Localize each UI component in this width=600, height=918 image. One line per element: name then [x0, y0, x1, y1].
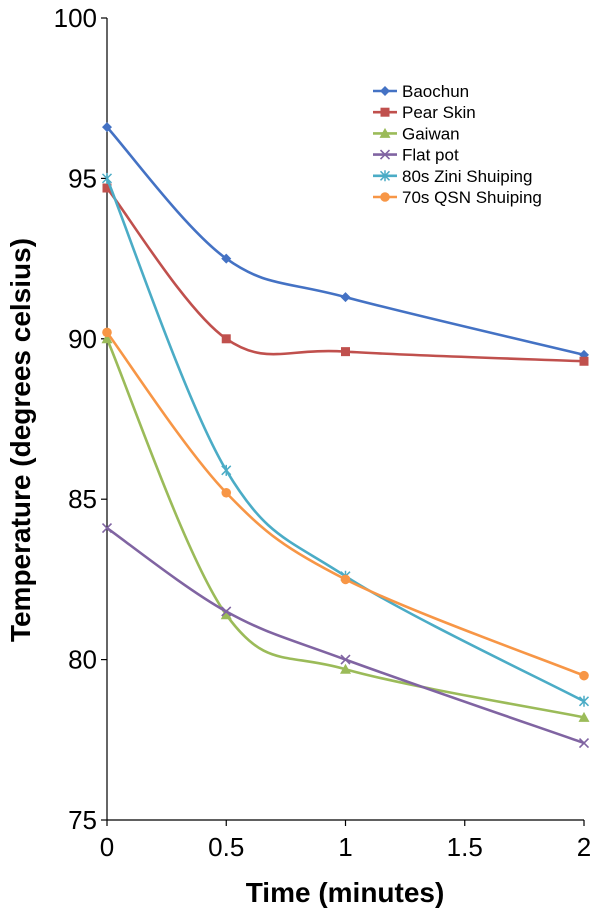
- data-point: [221, 487, 232, 498]
- y-tick-label: 80: [68, 645, 97, 675]
- x-tick-label: 1.5: [447, 832, 483, 862]
- y-tick-label: 95: [68, 163, 97, 193]
- y-tick-label: 75: [68, 805, 97, 835]
- data-point: [102, 122, 112, 133]
- legend-label: Gaiwan: [402, 124, 460, 143]
- data-point: [340, 574, 351, 585]
- series-70s-qsn-shuiping: [102, 327, 589, 681]
- legend: Baochun Pear Skin Gaiwan Flat pot 80s Zini S…: [373, 82, 542, 207]
- series-80s-zini-shuiping: [101, 172, 590, 707]
- data-point: [101, 172, 113, 184]
- legend-label: 70s QSN Shuiping: [402, 188, 542, 207]
- data-point: [221, 334, 231, 344]
- legend-label: Pear Skin: [402, 103, 476, 122]
- legend-item: Gaiwan: [373, 124, 460, 143]
- series-gaiwan: [101, 333, 590, 722]
- x-axis-ticks: 0 0.5 1 1.5 2: [100, 820, 591, 862]
- y-axis-title: Temperature (degrees celsius): [5, 238, 36, 642]
- data-point: [340, 663, 351, 674]
- series-line: [105, 331, 585, 677]
- legend-marker: [380, 192, 390, 202]
- legend-item: Baochun: [373, 82, 469, 101]
- data-point: [341, 347, 350, 357]
- legend-label: Baochun: [402, 82, 469, 101]
- data-point: [101, 523, 113, 534]
- legend-marker: [379, 149, 391, 160]
- legend-marker: [379, 127, 391, 138]
- data-point: [579, 356, 589, 366]
- x-tick-label: 0.5: [208, 832, 244, 862]
- x-tick-label: 1: [338, 832, 352, 862]
- legend-item: 80s Zini Shuiping: [373, 167, 532, 186]
- data-point: [221, 606, 232, 617]
- data-point: [220, 609, 232, 620]
- data-point: [579, 670, 589, 681]
- data-point: [221, 464, 232, 476]
- series-line: [106, 126, 585, 357]
- data-point: [102, 183, 112, 193]
- series-line: [105, 177, 585, 703]
- series-line: [106, 527, 585, 745]
- series-layer: [101, 122, 590, 749]
- legend-item: Pear Skin: [373, 103, 476, 122]
- x-tick-label: 0: [100, 832, 114, 862]
- series-flat-pot: [101, 523, 590, 749]
- data-point: [578, 737, 590, 749]
- data-point: [101, 333, 113, 344]
- y-axis-ticks: 75 80 85 90 95 100: [54, 3, 107, 835]
- legend-item: Flat pot: [373, 146, 459, 165]
- series-pear-skin: [102, 183, 589, 366]
- legend-marker: [380, 107, 390, 117]
- legend-label: 80s Zini Shuiping: [402, 167, 532, 186]
- y-tick-label: 100: [54, 3, 97, 33]
- data-point: [578, 695, 590, 707]
- series-line: [105, 187, 585, 363]
- legend-marker: [380, 86, 390, 96]
- y-tick-label: 85: [68, 484, 97, 514]
- data-point: [102, 327, 112, 338]
- axes: [106, 18, 584, 821]
- data-point: [340, 292, 351, 303]
- data-point: [221, 253, 232, 264]
- x-axis-title: Time (minutes): [246, 877, 445, 908]
- data-point: [578, 711, 590, 722]
- x-tick-label: 2: [577, 832, 591, 862]
- data-point: [340, 654, 351, 665]
- legend-marker: [379, 170, 391, 182]
- legend-item: 70s QSN Shuiping: [373, 188, 542, 207]
- series-line: [105, 338, 585, 719]
- legend-label: Flat pot: [402, 146, 459, 165]
- y-tick-label: 90: [68, 324, 97, 354]
- series-baochun: [102, 122, 589, 360]
